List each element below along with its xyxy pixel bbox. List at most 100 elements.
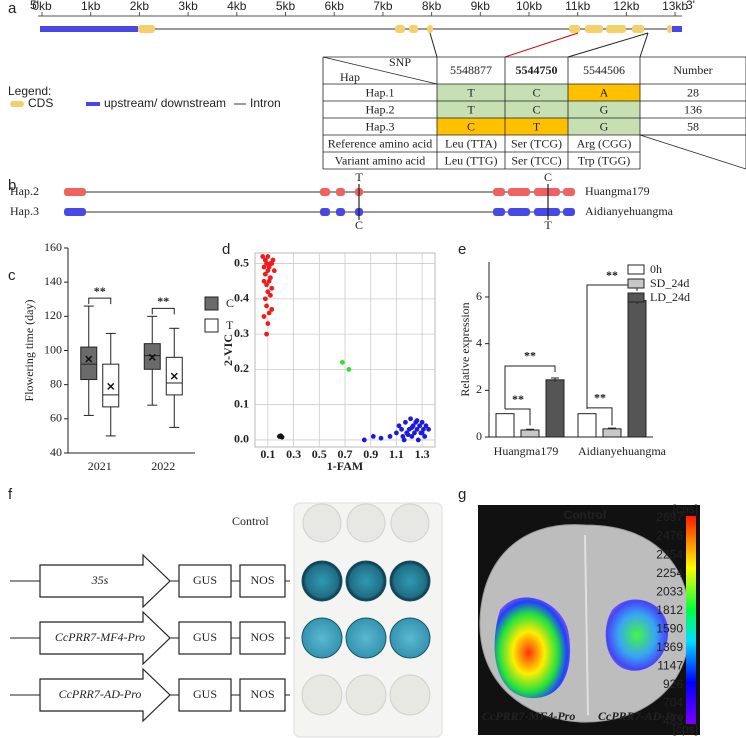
table-diagonal [322,56,438,85]
point [268,292,273,298]
point [394,430,399,436]
nos-label: NOS [250,573,274,587]
signal-right [605,599,669,671]
legend-swatch [204,296,219,311]
table-cell-fill [568,101,640,118]
gus-label: GUS [193,630,217,644]
y-axis-label: 2-VIC [221,334,235,366]
point [403,419,408,425]
bar [577,413,597,438]
table-cell: 58 [687,119,699,133]
point [265,289,271,295]
image-title: Control [564,508,607,522]
ruler-label: 6kb [325,0,345,13]
table-cell: Reference amino acid [328,136,433,150]
point [414,418,420,423]
hap-exon [563,188,575,196]
point [261,314,267,319]
legend-label: LD_24d [650,290,690,304]
leaf-disc [345,560,387,602]
table-corner: Hap [340,70,360,84]
hap-exon [336,188,345,196]
table-cell: Hap.2 [366,102,395,116]
legend-swatch [627,278,645,289]
point [417,423,422,429]
point [346,367,352,372]
mean-marker [148,353,156,361]
legend-swatch [627,292,645,303]
legend-label: C [226,296,234,310]
x-tick-label: 0.5 [312,447,327,461]
point [423,423,429,429]
ruler-label: 8kb [422,0,442,13]
point [265,268,271,274]
y-tick-label: 80 [50,376,62,390]
hap-exon [336,208,345,216]
y-tick-label: 60 [50,411,62,425]
point [419,430,425,436]
bar [495,413,515,438]
table-diagonal [639,134,746,170]
point [415,437,421,443]
table-header: Number [673,63,712,77]
panel-label: b [8,177,16,194]
significance: ** [524,349,536,363]
x-tick-label: Aidianyehuangma [578,444,667,458]
point [370,434,376,439]
panel-label: a [8,0,17,17]
legend-label: CDS [28,96,53,110]
hap-exon [534,208,560,216]
leaf-disc [302,503,342,543]
image-label: CcPRR7-MF4-Pro [482,709,575,723]
point [279,434,285,440]
ruler-label: 5kb [276,0,296,13]
point [262,296,268,302]
panel-label: g [458,486,466,503]
point [408,416,413,422]
cds [138,25,155,33]
significance-bracket [151,307,175,315]
point [405,432,411,438]
promoter-arrow [39,553,171,609]
table-header: 5544506 [583,63,625,77]
scale-label: 704 [663,696,683,710]
error-bar [608,427,616,430]
nos-label: NOS [250,687,274,701]
y-tick-label: 0.4 [234,291,249,305]
image-label: CcPRR7-AD-Pro [598,709,683,723]
table-cell-fill [568,118,640,135]
table-cell: C [467,119,475,133]
hap-exon [563,208,575,216]
point [261,278,267,284]
bar [545,379,565,438]
y-tick-label: 160 [44,240,62,254]
bar [602,428,622,438]
hap-snp: C [355,218,363,232]
promoter-arrow [39,610,171,666]
table-cell: G [600,102,609,116]
nos-box [239,621,286,655]
hap-exon [508,188,530,196]
x-tick-label: 2022 [151,459,175,473]
zoom-line [567,32,649,58]
signal-left [494,597,571,699]
zoom-line [504,32,579,58]
scale-label: 2476 [656,529,683,543]
table-cell: G [600,119,609,133]
leaf-disc [389,617,431,659]
x-tick-label: Huangma179 [494,444,559,458]
mean-marker [107,382,115,390]
table-cell: Ser (TCC) [511,153,561,167]
table-cell-fill [437,101,505,118]
scale-label: 1369 [656,640,683,654]
bar [520,429,540,438]
gus-label: GUS [193,573,217,587]
gus-box [178,621,232,655]
legend-label: Intron [250,96,281,110]
point [269,307,275,312]
mean-marker [170,372,178,380]
legend-swatch [627,264,645,275]
y-tick-label: 0.1 [234,396,249,410]
table-header: 5544750 [516,63,558,77]
